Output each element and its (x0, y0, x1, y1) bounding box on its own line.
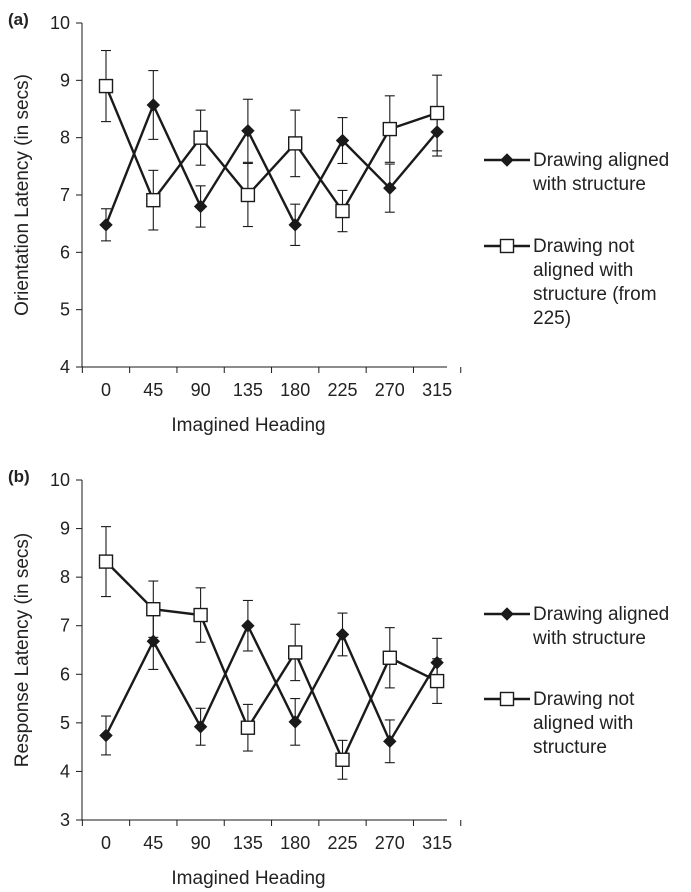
data-point (288, 136, 303, 151)
legend-label: aligned with (533, 713, 633, 734)
y-tick-label: 4 (60, 761, 70, 781)
y-tick-label: 4 (60, 357, 70, 377)
data-point (335, 203, 350, 219)
series-line (104, 85, 438, 214)
panel-label: (a) (8, 10, 29, 29)
x-tick-label: 0 (101, 380, 111, 400)
y-tick-label: 8 (60, 567, 70, 587)
data-point (240, 720, 256, 735)
x-tick-label: 90 (191, 380, 211, 400)
legend-label: with structure (532, 628, 646, 649)
data-point (288, 715, 302, 729)
y-axis-title: Response Latency (in secs) (12, 533, 33, 767)
x-tick-label: 0 (101, 833, 111, 853)
y-tick-label: 9 (60, 70, 70, 90)
data-point (429, 105, 445, 121)
data-point (146, 634, 161, 648)
y-tick-label: 9 (60, 519, 70, 539)
data-point (193, 607, 208, 623)
legend-label: aligned with (533, 260, 633, 281)
legend-label: structure (from (533, 284, 657, 305)
x-tick-label: 45 (143, 833, 163, 853)
data-point (98, 78, 114, 94)
x-tick-label: 270 (375, 380, 405, 400)
legend-marker (499, 691, 515, 707)
data-point (241, 124, 255, 138)
y-tick-label: 8 (60, 128, 70, 148)
y-tick-label: 7 (60, 185, 70, 205)
x-tick-label: 225 (327, 380, 357, 400)
legend-entry-aligned: Drawing aligned with structure (484, 604, 669, 649)
data-point (335, 752, 350, 767)
data-point (383, 181, 397, 195)
legend-entry-not-aligned: Drawing not aligned with structure (484, 689, 635, 758)
legend-marker (500, 153, 514, 167)
legend-label: Drawing aligned (533, 604, 669, 625)
y-tick-label: 10 (50, 13, 70, 33)
x-axis-title: Imagined Heading (171, 415, 325, 436)
series-line (104, 101, 439, 228)
series-aligned (99, 599, 444, 764)
series-line (105, 560, 438, 763)
series-aligned (99, 70, 444, 247)
series-not-aligned (98, 49, 445, 233)
data-point (193, 720, 208, 734)
y-tick-label: 10 (50, 470, 70, 490)
x-tick-label: 180 (280, 380, 310, 400)
legend-label: Drawing aligned (533, 150, 669, 171)
data-point (382, 121, 397, 137)
legend-marker (499, 238, 515, 254)
y-tick-label: 6 (60, 242, 70, 262)
x-axis-title: Imagined Heading (171, 868, 325, 889)
x-tick-label: 315 (422, 833, 452, 853)
data-point (429, 673, 445, 689)
y-tick-label: 6 (60, 664, 70, 684)
y-tick-label: 7 (60, 616, 70, 636)
legend-label: 225) (533, 308, 571, 329)
legend-marker (500, 607, 514, 621)
data-point (288, 645, 303, 660)
x-tick-label: 180 (280, 833, 310, 853)
data-point (240, 187, 256, 203)
legend-label: with structure (532, 174, 646, 195)
legend-label: Drawing not (533, 689, 635, 710)
data-point (382, 650, 397, 665)
x-tick-label: 135 (233, 380, 263, 400)
x-tick-label: 225 (327, 833, 357, 853)
x-tick-label: 270 (375, 833, 405, 853)
data-point (193, 199, 208, 214)
data-point (193, 130, 208, 145)
legend-label: structure (533, 737, 607, 758)
series-not-aligned (98, 526, 445, 780)
data-point (241, 619, 255, 633)
y-tick-label: 5 (60, 300, 70, 320)
x-tick-label: 315 (422, 380, 452, 400)
data-point (288, 218, 302, 232)
x-tick-label: 135 (233, 833, 263, 853)
data-point (146, 192, 161, 208)
legend-entry-aligned: Drawing aligned with structure (484, 150, 669, 195)
data-point (335, 627, 350, 642)
data-point (383, 734, 397, 749)
data-point (146, 98, 161, 112)
data-point (99, 218, 113, 232)
legend-label: Drawing not (533, 236, 635, 257)
y-tick-label: 3 (60, 810, 70, 830)
y-axis-title: Orientation Latency (in secs) (12, 74, 33, 316)
series-line (104, 622, 439, 744)
data-point (146, 602, 161, 617)
x-tick-label: 45 (143, 380, 163, 400)
panel-label: (b) (8, 467, 30, 486)
data-point (335, 133, 350, 148)
x-tick-label: 90 (191, 833, 211, 853)
data-point (98, 554, 114, 569)
y-tick-label: 5 (60, 713, 70, 733)
legend-entry-not-aligned: Drawing not aligned with structure (from 22… (484, 236, 657, 329)
data-point (99, 728, 113, 743)
